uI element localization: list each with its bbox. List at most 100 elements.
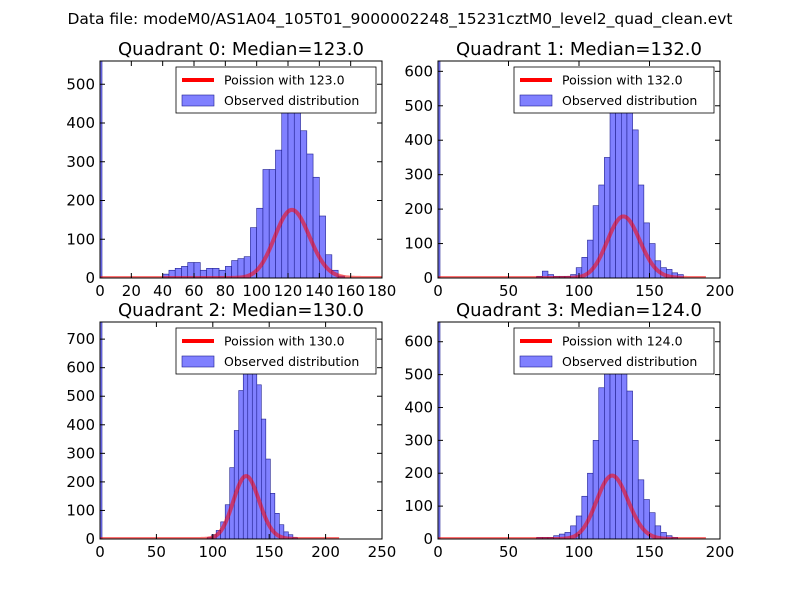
chart-1-legend-bars-label: Observed distribution <box>562 93 697 108</box>
chart-0-bar-24 <box>312 176 320 278</box>
chart-1-xtick-label-1: 50 <box>499 282 518 300</box>
chart-3-bar-10 <box>592 440 600 539</box>
chart-3-legend-bars-label: Observed distribution <box>562 354 697 369</box>
chart-3-legend-bars-swatch <box>519 355 553 368</box>
chart-0-xtick-label-2: 40 <box>153 282 172 300</box>
chart-1-legend: Poission with 132.0 Observed distribution <box>513 66 715 114</box>
chart-1-legend-bars-swatch <box>519 94 553 107</box>
chart-3-bar-spike <box>438 322 441 539</box>
chart-0-xtick-label-5: 100 <box>242 282 271 300</box>
chart-0-poisson-curve <box>100 207 382 278</box>
chart-2-title: Quadrant 2: Median=130.0 <box>118 300 364 321</box>
chart-1-bar-17 <box>632 129 639 278</box>
chart-1-group: 0 50 100 150 200 0 100 200 300 400 500 600 Quadrant … <box>404 39 734 300</box>
chart-3-xtick-label-0: 0 <box>433 543 443 561</box>
chart-3-group: 0 50 100 150 200 0 100 200 300 400 500 600 Quadrant … <box>404 300 734 561</box>
chart-3-ytick-label-2: 200 <box>404 464 433 482</box>
chart-0-group: 0 20 40 60 80 100 120 140 160 1800100200300400500… <box>66 39 396 300</box>
chart-3-bar-11 <box>598 387 605 539</box>
chart-0-xtick-label-7: 140 <box>305 282 334 300</box>
chart-1-ytick-label-4: 400 <box>404 131 433 149</box>
chart-0-title: Quadrant 0: Median=123.0 <box>118 39 364 60</box>
chart-2-xtick-label-5: 250 <box>368 543 397 561</box>
figure-suptitle: Data file: modeM0/AS1A04_105T01_90000022… <box>67 10 732 29</box>
chart-3-ytick-label-4: 400 <box>404 398 433 416</box>
chart-0-xtick-label-3: 60 <box>184 282 203 300</box>
chart-2-bar-10 <box>251 355 258 539</box>
chart-0-bar-11 <box>231 260 239 278</box>
chart-1-title: Quadrant 1: Median=132.0 <box>456 39 702 60</box>
chart-2-xtick-label-3: 150 <box>255 543 284 561</box>
chart-0-bar-17 <box>268 169 276 278</box>
chart-2-axes-frame <box>99 321 383 540</box>
chart-3-xtick-label-2: 100 <box>565 543 594 561</box>
chart-2-legend: Poission with 130.0 Observed distribution <box>175 327 377 375</box>
chart-0-xtick-label-0: 0 <box>95 282 105 300</box>
chart-0-bar-5 <box>193 262 201 278</box>
chart-2-bar-8 <box>242 361 249 539</box>
chart-0-ytick-label-4: 400 <box>66 114 95 132</box>
chart-0-bar-19 <box>281 103 289 278</box>
chart-3-ytick-label-5: 500 <box>404 366 433 384</box>
chart-1-bar-12 <box>604 157 611 278</box>
chart-1-ytick-label-5: 500 <box>404 97 433 115</box>
chart-0-bar-4 <box>187 262 195 278</box>
chart-0-ytick-label-5: 500 <box>66 75 95 93</box>
chart-3-legend: Poission with 124.0 Observed distribution <box>513 327 715 375</box>
chart-2-ytick-label-1: 100 <box>66 501 95 519</box>
chart-0-bar-22 <box>300 130 308 278</box>
chart-3-ytick-label-3: 300 <box>404 431 433 449</box>
chart-2-bar-spike <box>100 322 103 539</box>
chart-0-ytick-label-2: 200 <box>66 192 95 210</box>
chart-1-ytick-label-3: 300 <box>404 166 433 184</box>
chart-0-bar-21 <box>293 99 301 278</box>
chart-3-plot-area <box>438 322 707 539</box>
chart-2-legend-bars-swatch <box>181 355 215 368</box>
chart-3-bar-16 <box>626 390 633 539</box>
chart-2-bar-7 <box>238 390 244 539</box>
chart-1-bar-11 <box>598 184 605 278</box>
chart-0-plot-area <box>100 61 382 278</box>
chart-3-poisson-curve <box>438 473 707 539</box>
chart-2-legend-bars-label: Observed distribution <box>224 354 359 369</box>
chart-1-plot-area <box>438 61 707 278</box>
chart-3-ytick-label-1: 100 <box>404 497 433 515</box>
chart-1-xtick-label-2: 100 <box>565 282 594 300</box>
chart-0-xtick-label-6: 120 <box>274 282 303 300</box>
chart-3-bar-8 <box>581 495 588 539</box>
chart-3-xtick-label-3: 150 <box>635 543 664 561</box>
chart-2-ytick-label-7: 700 <box>66 330 95 348</box>
chart-0-xtick-label-8: 160 <box>336 282 365 300</box>
chart-2-legend-curve-label: Poission with 130.0 <box>224 334 345 349</box>
chart-0-ytick-label-3: 300 <box>66 153 95 171</box>
chart-2-ytick-label-5: 500 <box>66 387 95 405</box>
chart-1-ytick-label-2: 200 <box>404 200 433 218</box>
chart-2-xtick-label-0: 0 <box>95 543 105 561</box>
chart-2-ytick-label-4: 400 <box>66 416 95 434</box>
chart-2-group: 0 50 100 150 200 250 0 100 200 300 400 500 600 700 Qua… <box>66 300 396 561</box>
chart-0-bar-18 <box>275 149 283 278</box>
chart-3-title: Quadrant 3: Median=124.0 <box>456 300 702 321</box>
chart-1-xtick-label-4: 200 <box>706 282 735 300</box>
chart-2-xtick-label-1: 50 <box>147 543 166 561</box>
chart-2-bar-11 <box>256 384 262 539</box>
chart-0-bar-23 <box>306 153 314 278</box>
chart-3-legend-curve-label: Poission with 124.0 <box>562 334 683 349</box>
chart-2-ytick-label-6: 600 <box>66 359 95 377</box>
chart-1-ytick-label-1: 100 <box>404 235 433 253</box>
chart-0-xtick-label-4: 80 <box>216 282 235 300</box>
chart-3-bar-12 <box>604 367 611 539</box>
chart-3-ytick-label-6: 600 <box>404 333 433 351</box>
chart-1-bar-18 <box>637 184 645 278</box>
chart-0-legend-bars-label: Observed distribution <box>224 93 359 108</box>
chart-0-axes-frame <box>99 60 383 279</box>
chart-0-legend-curve-label: Poission with 123.0 <box>224 73 345 88</box>
chart-3-xtick-label-4: 200 <box>706 543 735 561</box>
chart-1-ytick-label-0: 0 <box>423 269 433 287</box>
chart-3-bar-9 <box>587 472 594 539</box>
chart-0-xtick-label-9: 180 <box>368 282 397 300</box>
chart-2-xtick-label-4: 200 <box>311 543 340 561</box>
chart-3-bar-13 <box>609 354 616 539</box>
